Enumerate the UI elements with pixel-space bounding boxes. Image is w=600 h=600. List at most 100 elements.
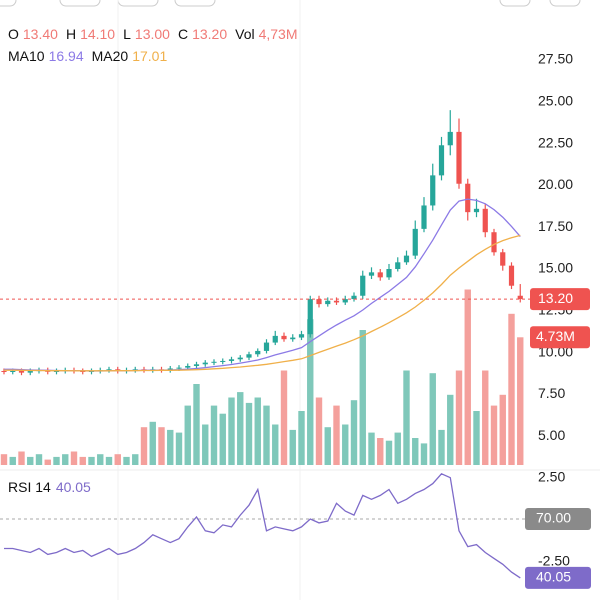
ma-line	[4, 234, 521, 372]
volume-bar	[307, 319, 314, 465]
volume-bar	[473, 411, 480, 465]
ohlc-value: 4,73M	[259, 26, 298, 42]
rsi-level-label: 70.00	[536, 510, 571, 526]
volume-bar	[385, 440, 393, 465]
volume-bar	[175, 432, 183, 465]
candle-body	[360, 275, 366, 296]
candle-body	[185, 365, 191, 368]
ma-label: MA10	[8, 48, 45, 64]
volume-bar	[508, 313, 515, 465]
candle-body	[430, 175, 436, 206]
y-tick-label: 17.50	[538, 218, 573, 234]
volume-bar	[0, 454, 8, 465]
rsi-line	[4, 473, 521, 579]
volume-bar	[167, 429, 174, 465]
candle-body	[10, 370, 16, 372]
volume-bar	[482, 370, 489, 465]
volume-bar	[324, 427, 331, 465]
volume-bar	[210, 405, 218, 465]
candle-body	[500, 252, 506, 266]
toolbar-button[interactable]	[117, 0, 159, 7]
rsi-label: RSI 14	[8, 479, 51, 495]
volume-bar	[429, 373, 436, 465]
y-tick-label: 15.00	[538, 260, 573, 276]
candle-body	[27, 370, 33, 373]
volume-bar	[420, 443, 428, 465]
candle-body	[421, 205, 427, 229]
volume-bar	[263, 405, 270, 465]
volume-bar	[333, 405, 340, 465]
volume-bar	[149, 421, 156, 465]
toolbar-button[interactable]	[549, 0, 581, 7]
toolbar-button[interactable]	[59, 0, 101, 7]
y-tick-label: 20.00	[538, 176, 573, 192]
toolbar-button[interactable]	[499, 0, 531, 7]
volume-bar	[140, 427, 148, 465]
ma-value: 17.01	[132, 48, 167, 64]
candle-body	[333, 300, 340, 303]
ohlc-value: 13.40	[23, 26, 58, 42]
rsi-badge	[525, 566, 591, 589]
volume-bar	[114, 454, 121, 465]
volume-bar	[18, 451, 25, 465]
y-tick-label: 22.50	[538, 134, 573, 150]
candle-body	[132, 369, 138, 371]
toolbar-button[interactable]	[0, 0, 17, 7]
volume-bar	[79, 456, 86, 465]
volume-bar	[517, 337, 524, 465]
y-tick-label: 7.50	[538, 385, 565, 401]
volume-bar	[403, 370, 410, 465]
candle-body	[465, 183, 471, 213]
volume-bar	[184, 405, 191, 465]
ma-value: 16.94	[49, 48, 84, 64]
volume-bar	[254, 397, 261, 465]
candle-body	[211, 361, 217, 363]
candle-body	[447, 131, 453, 146]
candle-body	[395, 262, 401, 269]
volume-bar	[53, 456, 60, 465]
y-tick-label: -2.50	[538, 552, 570, 568]
volume-bar	[105, 456, 113, 465]
volume-bar	[132, 454, 139, 465]
candle-body	[508, 265, 515, 286]
candle-body	[342, 299, 348, 303]
candle-body	[193, 364, 200, 366]
volume-bar	[44, 459, 51, 465]
volume-bar	[245, 402, 253, 465]
volume-bar	[88, 456, 95, 465]
volume-bar	[499, 394, 506, 465]
candle-body	[316, 299, 322, 305]
candle-body	[368, 272, 375, 276]
rsi-value: 40.05	[56, 479, 91, 495]
volume-bar	[272, 424, 279, 465]
candle-body	[281, 335, 287, 340]
volume-bar	[70, 451, 78, 465]
candle-body	[351, 295, 357, 300]
ohlc-label: Vol	[235, 26, 254, 42]
candle-body	[1, 370, 7, 372]
volume-bar	[490, 405, 498, 465]
ohlc-label: C	[178, 26, 188, 42]
toolbar-button[interactable]	[174, 0, 216, 7]
volume-bar	[219, 413, 226, 465]
candle-body	[106, 369, 112, 371]
ma-label: MA20	[92, 48, 129, 64]
ma-header: MA10 16.94 MA20 17.01	[8, 48, 167, 64]
candle-body	[473, 208, 480, 213]
rsi-badge-label: 40.05	[536, 569, 571, 585]
price-badge-label: 13.20	[538, 290, 573, 306]
candle-body	[263, 342, 270, 351]
candle-body	[438, 145, 445, 176]
volume-badge	[530, 326, 590, 349]
volume-bar	[280, 370, 288, 465]
rsi-level-badge	[525, 508, 591, 531]
candle-body	[228, 359, 235, 361]
price-badge	[530, 288, 590, 311]
ohlc-label: L	[123, 26, 131, 42]
ohlc-value: 14.10	[80, 26, 115, 42]
ohlc-label: O	[8, 26, 19, 42]
volume-bar	[368, 432, 375, 465]
volume-bar	[464, 289, 471, 465]
volume-bar	[228, 397, 235, 465]
